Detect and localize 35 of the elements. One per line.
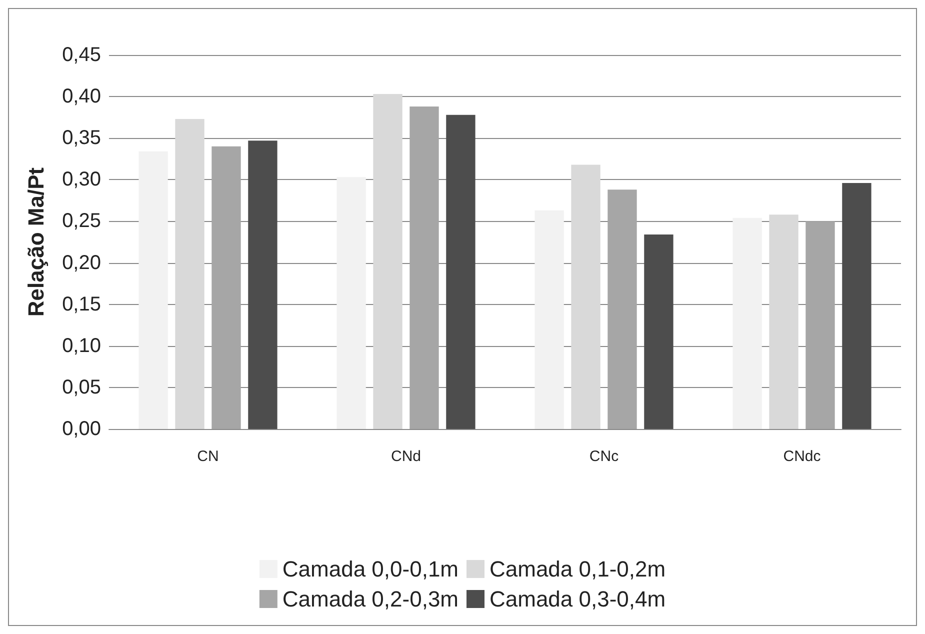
y-tick-label: 0,10 xyxy=(62,334,101,357)
x-tick-label: CNdc xyxy=(783,448,822,465)
bar xyxy=(644,234,674,429)
bar xyxy=(336,177,366,429)
y-tick-label: 0,25 xyxy=(62,210,101,232)
bar xyxy=(732,218,762,429)
bar xyxy=(138,151,168,429)
x-tick-label: CNc xyxy=(589,448,620,465)
bar xyxy=(534,210,564,429)
bar xyxy=(410,106,439,429)
bar xyxy=(608,190,637,429)
legend-label: Camada 0,1-0,2m xyxy=(490,556,666,582)
bar xyxy=(842,182,872,429)
y-tick-label: 0,00 xyxy=(62,418,101,440)
y-tick-label: 0,45 xyxy=(62,44,101,66)
legend-label: Camada 0,3-0,4m xyxy=(490,586,666,612)
y-tick-label: 0,40 xyxy=(62,86,101,108)
x-tick-label: CN xyxy=(197,448,219,465)
bar xyxy=(175,118,204,429)
bar xyxy=(571,164,600,429)
legend-label: Camada 0,2-0,3m xyxy=(282,586,459,612)
y-tick-label: 0,05 xyxy=(62,376,101,398)
y-tick-label: 0,35 xyxy=(62,127,101,150)
y-tick-label: 0,15 xyxy=(62,293,101,316)
legend-label: Camada 0,0-0,1m xyxy=(282,556,459,582)
y-tick-label: 0,20 xyxy=(62,252,101,274)
bar xyxy=(373,94,402,429)
bar xyxy=(212,146,241,429)
y-tick-label: 0,30 xyxy=(62,168,101,191)
bar xyxy=(769,214,798,429)
bar xyxy=(446,114,476,429)
x-tick-label: CNd xyxy=(390,448,422,465)
y-axis-title: Relação Ma/Pt xyxy=(24,166,48,317)
bar xyxy=(806,221,835,429)
bar xyxy=(248,140,278,429)
